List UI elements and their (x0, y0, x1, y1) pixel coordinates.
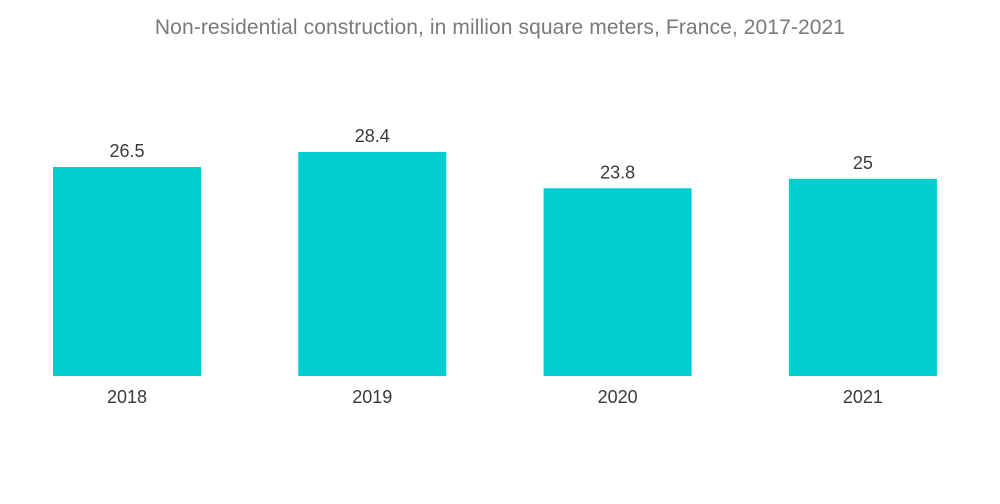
bar-2020 (543, 188, 692, 376)
chart-title: Non-residential construction, in million… (154, 16, 846, 39)
x-tick-2021: 2021 (843, 387, 883, 407)
x-tick-2018: 2018 (107, 387, 147, 407)
value-label-2020: 23.8 (600, 162, 635, 182)
x-axis-ticks-layer: 2018 2019 2020 2021 (107, 387, 883, 407)
bars-layer (53, 152, 937, 376)
x-tick-2020: 2020 (598, 387, 638, 407)
value-labels-layer: 26.5 28.4 23.8 25 (109, 126, 872, 182)
bar-2019 (298, 152, 447, 376)
x-tick-2019: 2019 (352, 387, 392, 407)
bar-2018 (53, 167, 201, 376)
value-label-2018: 26.5 (109, 141, 144, 161)
value-label-2021: 25 (853, 153, 873, 173)
bar-2021 (788, 178, 937, 376)
value-label-2019: 28.4 (355, 126, 390, 146)
